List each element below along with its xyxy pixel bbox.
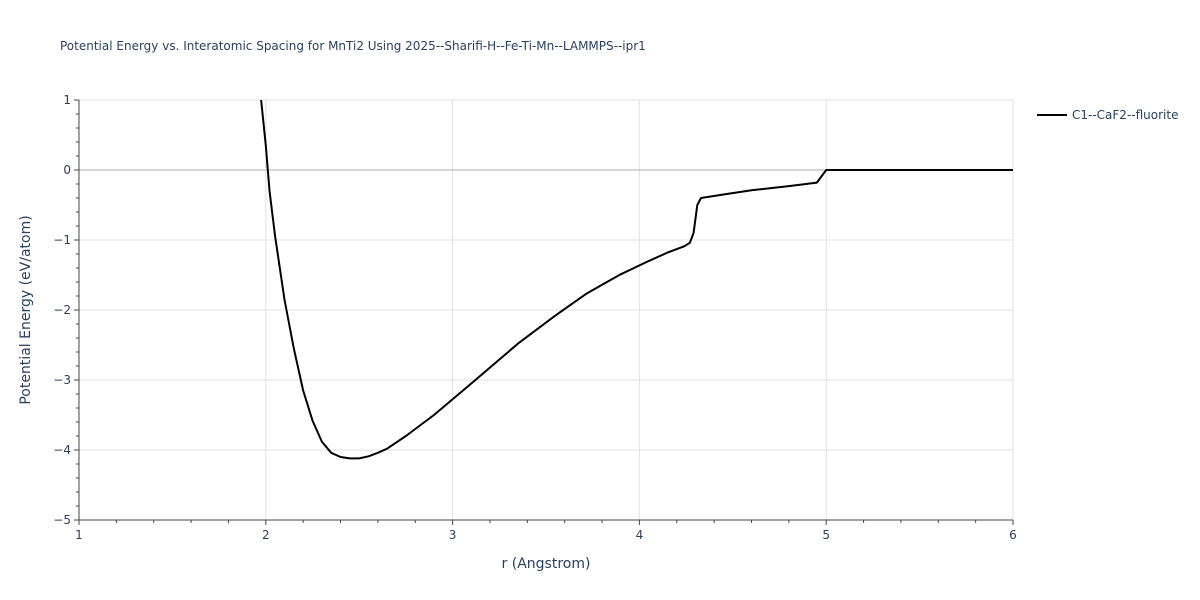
- x-tick-label: 2: [262, 528, 270, 542]
- y-tick-label: −2: [53, 303, 71, 317]
- legend[interactable]: C1--CaF2--fluorite: [1037, 108, 1178, 122]
- y-axis-title: Potential Energy (eV/atom): [18, 215, 34, 404]
- y-tick-label: 1: [63, 93, 71, 107]
- y-tick-label: −4: [53, 443, 71, 457]
- y-tick-label: −3: [53, 373, 71, 387]
- y-tick-label: −1: [53, 233, 71, 247]
- legend-label: C1--CaF2--fluorite: [1072, 108, 1178, 122]
- x-tick-label: 1: [75, 528, 83, 542]
- grid-layer: [79, 99, 1014, 520]
- axes-layer: 1 2 3 4 5 6 1 0 −1 −2 −3 −4 −5: [53, 93, 1017, 542]
- chart-title: Potential Energy vs. Interatomic Spacing…: [60, 39, 646, 53]
- y-tick-label: 0: [63, 163, 71, 177]
- y-tick-label: −5: [53, 513, 71, 527]
- series-layer: [260, 100, 1013, 460]
- series-line: [260, 100, 1013, 460]
- x-tick-label: 3: [449, 528, 457, 542]
- x-tick-label: 6: [1009, 528, 1017, 542]
- x-tick-label: 5: [822, 528, 830, 542]
- x-axis-title: r (Angstrom): [502, 556, 591, 572]
- x-tick-label: 4: [636, 528, 644, 542]
